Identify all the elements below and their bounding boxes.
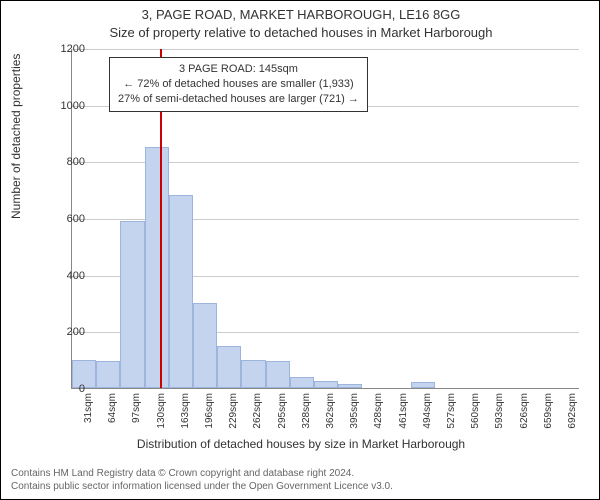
callout-line1: 3 PAGE ROAD: 145sqm (118, 62, 359, 77)
x-tick-label: 362sqm (325, 393, 336, 453)
x-tick-label: 64sqm (107, 393, 118, 453)
y-axis-label: Number of detached properties (9, 54, 23, 219)
marker-callout: 3 PAGE ROAD: 145sqm ← 72% of detached ho… (109, 57, 368, 112)
x-tick-label: 196sqm (204, 393, 215, 453)
x-tick-label: 494sqm (422, 393, 433, 453)
footer-line2: Contains public sector information licen… (11, 480, 393, 493)
x-tick-label: 692sqm (567, 393, 578, 453)
histogram-bar (338, 384, 362, 388)
x-tick-label: 262sqm (252, 393, 263, 453)
y-tick-label: 1000 (45, 100, 85, 112)
x-tick-label: 659sqm (543, 393, 554, 453)
x-tick-label: 626sqm (519, 393, 530, 453)
x-tick-label: 295sqm (277, 393, 288, 453)
x-tick-label: 328sqm (301, 393, 312, 453)
callout-line2: ← 72% of detached houses are smaller (1,… (118, 77, 359, 92)
x-tick-label: 97sqm (131, 393, 142, 453)
y-tick-label: 200 (45, 326, 85, 338)
x-tick-label: 428sqm (373, 393, 384, 453)
chart-container: 3, PAGE ROAD, MARKET HARBOROUGH, LE16 8G… (0, 0, 600, 500)
gridline (72, 49, 579, 50)
histogram-bar (96, 361, 120, 388)
histogram-bar (193, 303, 217, 388)
x-tick-label: 560sqm (470, 393, 481, 453)
x-tick-label: 31sqm (83, 393, 94, 453)
histogram-bar (217, 346, 241, 389)
histogram-bar (120, 221, 144, 388)
histogram-bar (411, 382, 435, 388)
histogram-bar (290, 377, 314, 388)
y-tick-label: 1200 (45, 43, 85, 55)
y-tick-label: 800 (45, 156, 85, 168)
chart-title-line1: 3, PAGE ROAD, MARKET HARBOROUGH, LE16 8G… (1, 7, 600, 22)
x-tick-label: 130sqm (156, 393, 167, 453)
x-tick-label: 527sqm (446, 393, 457, 453)
x-tick-label: 461sqm (398, 393, 409, 453)
footer-line1: Contains HM Land Registry data © Crown c… (11, 467, 393, 480)
callout-line3: 27% of semi-detached houses are larger (… (118, 92, 359, 107)
y-tick-label: 600 (45, 213, 85, 225)
histogram-bar (266, 361, 290, 388)
x-tick-label: 163sqm (180, 393, 191, 453)
x-tick-label: 229sqm (228, 393, 239, 453)
histogram-bar (241, 360, 265, 388)
histogram-bar (145, 147, 169, 388)
histogram-bar (314, 381, 338, 388)
x-tick-label: 593sqm (494, 393, 505, 453)
x-tick-label: 395sqm (349, 393, 360, 453)
y-tick-label: 0 (45, 383, 85, 395)
chart-title-line2: Size of property relative to detached ho… (1, 25, 600, 40)
histogram-bar (169, 195, 193, 388)
y-tick-label: 400 (45, 270, 85, 282)
chart-footer: Contains HM Land Registry data © Crown c… (11, 467, 393, 493)
